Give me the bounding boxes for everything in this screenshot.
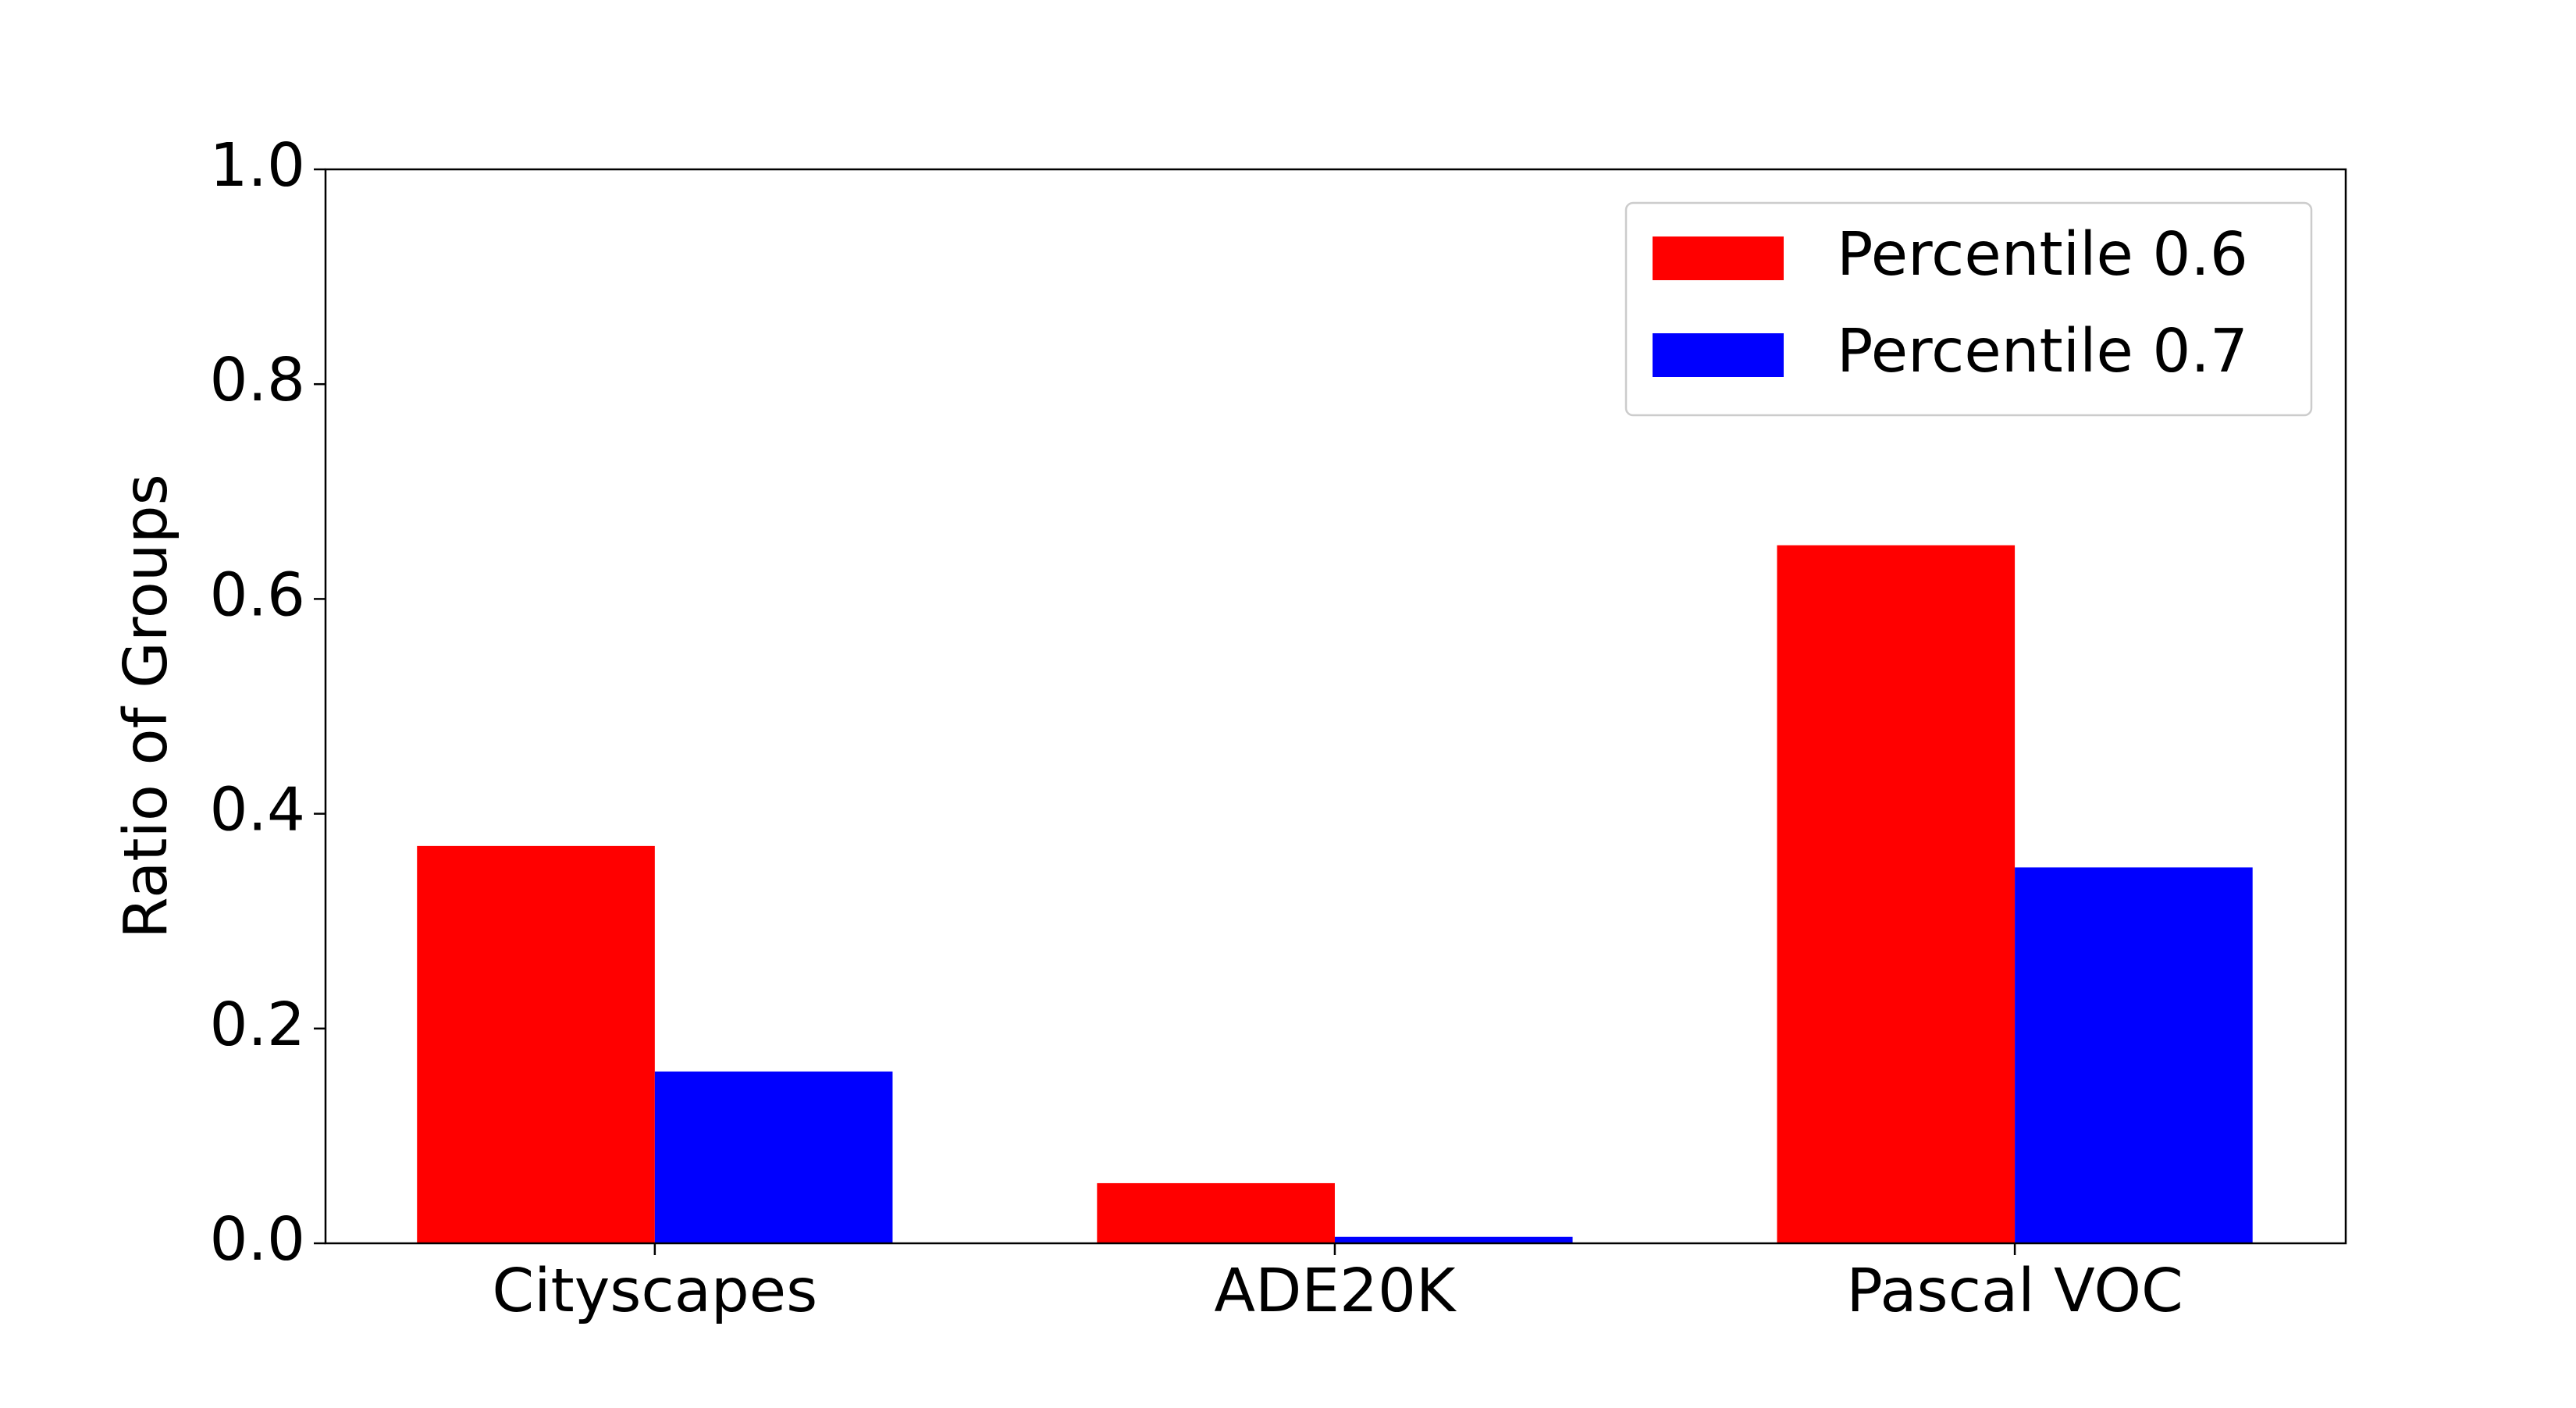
- y-axis-label: Ratio of Groups: [112, 474, 181, 938]
- bar: [2015, 867, 2253, 1243]
- x-tick-label: Pascal VOC: [1846, 1257, 2183, 1326]
- x-tick-label: Cityscapes: [492, 1257, 817, 1326]
- y-tick-label: 0.2: [210, 990, 305, 1060]
- y-tick-label: 0.8: [210, 346, 305, 415]
- y-tick-label: 0.4: [210, 776, 305, 845]
- y-tick-label: 0.0: [210, 1205, 305, 1275]
- y-tick-label: 0.6: [210, 560, 305, 630]
- legend-box: [1624, 201, 2313, 417]
- legend-label: Percentile 0.6: [1837, 220, 2248, 290]
- legend-label: Percentile 0.7: [1837, 317, 2248, 386]
- bar: [417, 845, 655, 1243]
- bar: [1334, 1236, 1573, 1243]
- bar: [1097, 1182, 1335, 1243]
- x-tick-label: ADE20K: [1214, 1257, 1457, 1326]
- bar: [654, 1071, 893, 1243]
- legend-swatch: [1653, 236, 1784, 280]
- y-tick-label: 1.0: [210, 131, 305, 201]
- plot-frame: [324, 168, 2347, 1245]
- legend-swatch: [1653, 333, 1784, 377]
- bar: [1777, 545, 2016, 1243]
